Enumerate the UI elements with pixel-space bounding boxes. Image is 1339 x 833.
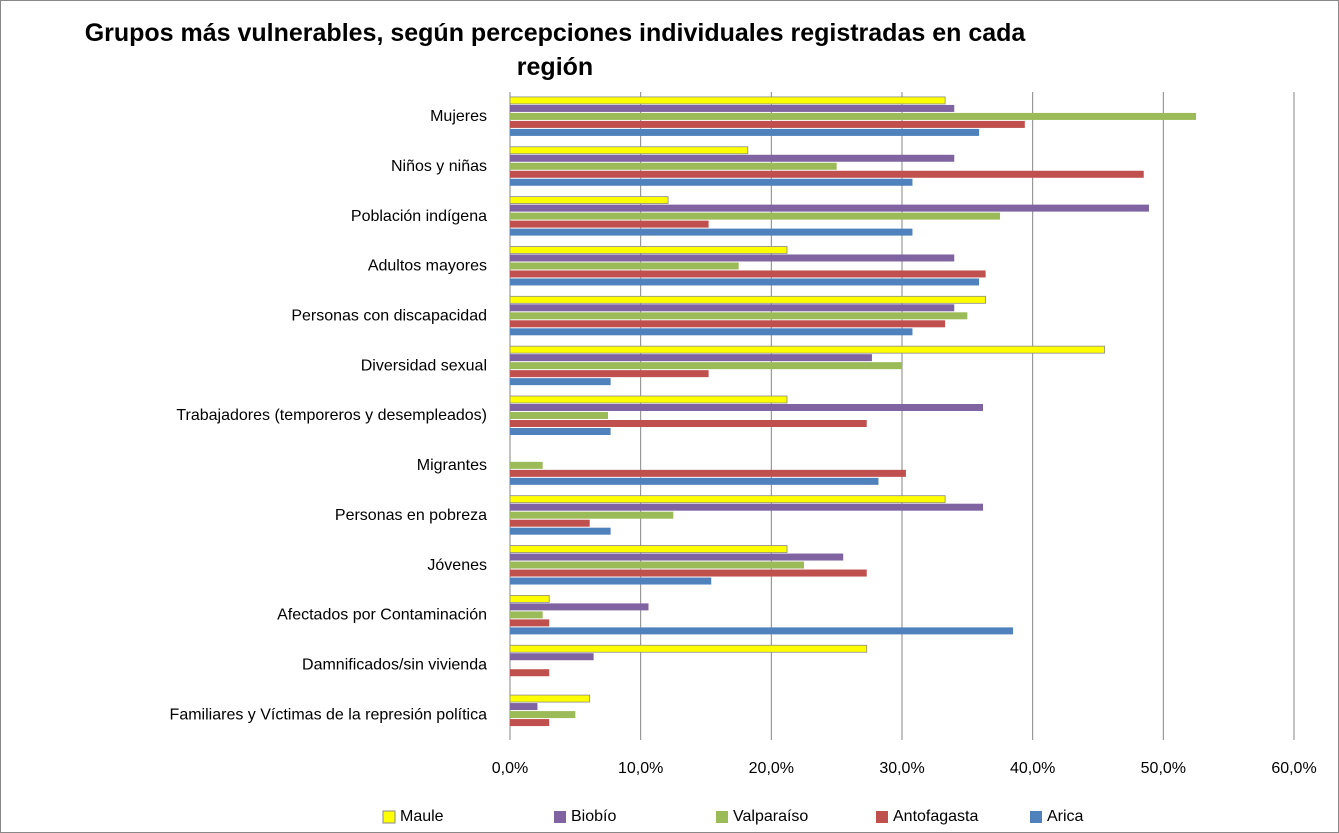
bar — [510, 611, 543, 619]
bar — [510, 170, 1144, 178]
bar — [510, 527, 611, 535]
y-tick-label: Diversidad sexual — [361, 357, 487, 374]
y-tick-label: Trabajadores (temporeros y desempleados) — [176, 407, 487, 424]
bar — [510, 112, 1196, 120]
bar — [510, 220, 709, 228]
bar — [510, 561, 804, 569]
y-tick-label: Personas en pobreza — [335, 507, 487, 524]
bar — [510, 569, 867, 577]
bar — [510, 370, 709, 378]
bar — [510, 653, 594, 661]
bar — [509, 146, 749, 155]
y-tick-label: Afectados por Contaminación — [277, 607, 487, 624]
y-tick-label: Población indígena — [351, 208, 487, 225]
bar — [510, 461, 543, 469]
bar — [510, 669, 550, 677]
legend-swatch — [716, 811, 728, 823]
bar — [509, 295, 987, 304]
bar — [510, 328, 913, 336]
legend-label: Arica — [1047, 808, 1084, 825]
bar — [510, 378, 611, 386]
x-tick-label: 10,0% — [618, 760, 663, 777]
bar — [510, 412, 608, 419]
y-tick-label: Damnificados/sin vivienda — [302, 656, 487, 673]
y-tick-label: Personas con discapacidad — [291, 308, 487, 325]
legend-label: Valparaíso — [733, 808, 808, 825]
bar — [510, 178, 913, 186]
x-tick-label: 0,0% — [492, 760, 528, 777]
x-tick-label: 40,0% — [1010, 760, 1055, 777]
bar — [510, 154, 955, 162]
bar — [510, 428, 611, 435]
bar — [510, 619, 550, 627]
legend-label: Biobío — [571, 808, 616, 825]
bar — [510, 503, 984, 511]
bar — [509, 246, 788, 254]
x-tick-label: 60,0% — [1271, 760, 1316, 777]
bar — [510, 553, 844, 561]
y-tick-label: Mujeres — [430, 108, 487, 125]
bar — [510, 278, 980, 286]
y-tick-label: Familiares y Víctimas de la represión po… — [170, 706, 488, 723]
bar — [510, 627, 1014, 635]
y-tick-label: Niños y niñas — [391, 158, 487, 175]
bar — [510, 577, 712, 585]
bar — [510, 719, 550, 727]
bar — [510, 603, 649, 611]
x-tick-label: 30,0% — [879, 760, 924, 777]
legend-swatch — [876, 811, 888, 823]
bar — [510, 477, 879, 485]
y-tick-label: Adultos mayores — [368, 258, 487, 275]
legend-swatch — [1030, 811, 1042, 823]
bar — [510, 354, 872, 362]
bar — [509, 495, 946, 504]
bar — [510, 519, 590, 527]
bar — [510, 104, 955, 112]
x-tick-label: 20,0% — [749, 760, 794, 777]
bar — [510, 270, 986, 278]
chart-title: Grupos más vulnerables, según percepcion… — [84, 19, 1026, 81]
bar — [510, 362, 902, 370]
bar — [510, 254, 955, 262]
bar — [510, 320, 946, 328]
bar — [510, 703, 538, 711]
bar — [509, 196, 669, 205]
bar — [510, 204, 1149, 212]
bar — [510, 711, 576, 719]
bar — [510, 262, 739, 270]
bar — [510, 420, 867, 427]
bar — [509, 345, 1105, 354]
bar — [510, 228, 913, 236]
bar — [510, 128, 980, 136]
legend-swatch — [554, 811, 566, 823]
bar — [510, 312, 968, 320]
bar — [510, 511, 674, 519]
bar — [509, 96, 946, 105]
bar — [509, 644, 868, 653]
bar — [509, 594, 550, 603]
bar — [510, 120, 1025, 128]
legend-swatch — [382, 810, 396, 824]
y-tick-label: Migrantes — [417, 457, 487, 474]
bar — [510, 212, 1000, 220]
bar — [510, 404, 984, 411]
x-tick-label: 50,0% — [1141, 760, 1186, 777]
bar — [509, 545, 788, 553]
bar — [510, 304, 955, 312]
bar — [510, 469, 906, 477]
legend-label: Antofagasta — [893, 808, 979, 825]
y-tick-label: Jóvenes — [427, 557, 487, 574]
legend-label: Maule — [400, 808, 444, 825]
bar — [509, 694, 591, 703]
bar — [509, 395, 788, 404]
bar — [510, 162, 837, 170]
